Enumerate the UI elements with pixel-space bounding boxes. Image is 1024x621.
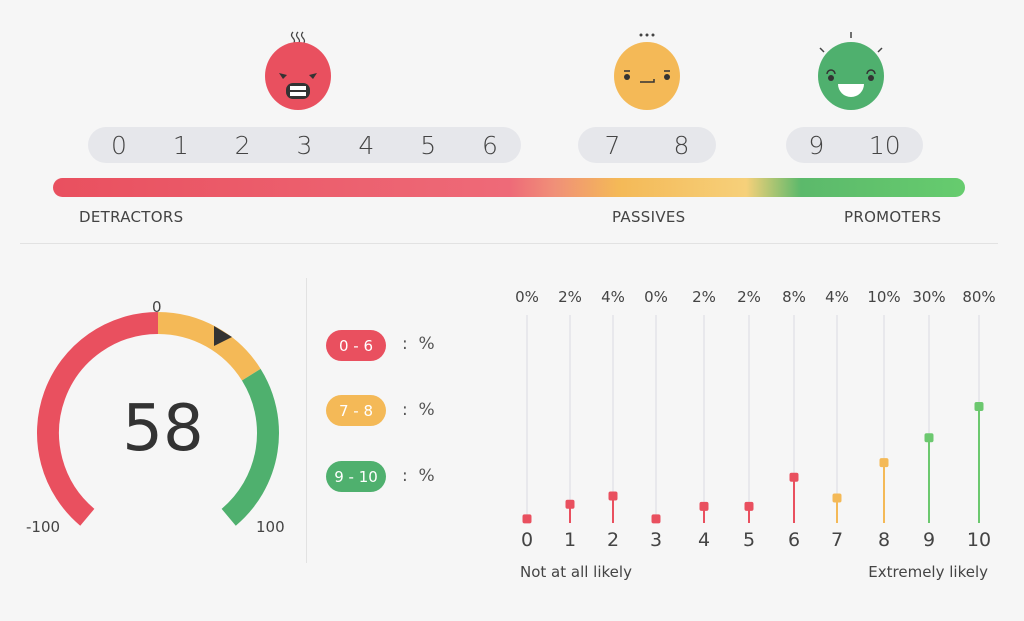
marker-0 — [522, 514, 532, 524]
separator: : — [402, 334, 408, 354]
marker-4 — [699, 501, 709, 511]
gauge-pointer-icon — [214, 326, 232, 346]
score-10: 10 — [868, 130, 901, 160]
value-label-5: 2% — [737, 288, 761, 306]
gauge-detractor-arc — [37, 312, 159, 526]
value-label-4: 2% — [692, 288, 716, 306]
score-3: 3 — [296, 130, 313, 160]
value-label-9: 30% — [912, 288, 945, 306]
marker-5 — [744, 501, 754, 511]
gauge-promoter-arc — [221, 368, 279, 526]
nps-gauge — [37, 312, 279, 526]
x-tick-2: 2 — [607, 529, 619, 551]
legend-detractors: 0 - 6 — [326, 330, 386, 361]
happy-face-icon — [818, 32, 884, 110]
legend-detractors-value: : % — [402, 334, 435, 354]
separator: : — [402, 400, 408, 420]
score-5: 5 — [420, 130, 437, 160]
x-label-right: Extremely likely — [868, 563, 988, 581]
nps-gradient-bar — [53, 178, 965, 197]
nps-score: 58 — [122, 392, 204, 466]
marker-1 — [565, 499, 575, 509]
angry-face-icon — [265, 31, 331, 110]
x-tick-10: 10 — [967, 529, 991, 551]
marker-6 — [789, 472, 799, 482]
promoters-label: PROMOTERS — [844, 208, 942, 226]
divider — [20, 243, 998, 244]
gauge-min-label: -100 — [26, 518, 61, 536]
x-tick-4: 4 — [698, 529, 710, 551]
value-label-7: 4% — [825, 288, 849, 306]
x-tick-0: 0 — [521, 529, 533, 551]
score-9: 9 — [808, 130, 825, 160]
detractors-label: DETRACTORS — [79, 208, 184, 226]
detractor-scale: 0 1 2 3 4 5 6 — [88, 127, 521, 163]
promoter-scale: 9 10 — [786, 127, 923, 163]
value-label-3: 0% — [644, 288, 668, 306]
legend-promoters-value: : % — [402, 466, 435, 486]
value-label-0: 0% — [515, 288, 539, 306]
score-7: 7 — [604, 130, 621, 160]
marker-3 — [651, 514, 661, 524]
value-label-1: 2% — [558, 288, 582, 306]
x-tick-6: 6 — [788, 529, 800, 551]
x-label-left: Not at all likely — [520, 563, 632, 581]
percent: % — [418, 400, 435, 420]
x-tick-3: 3 — [650, 529, 662, 551]
separator: : — [402, 466, 408, 486]
value-label-2: 4% — [601, 288, 625, 306]
marker-10 — [974, 402, 984, 412]
x-tick-7: 7 — [831, 529, 843, 551]
score-1: 1 — [172, 130, 189, 160]
neutral-face-icon — [614, 33, 680, 110]
x-tick-1: 1 — [564, 529, 576, 551]
x-tick-8: 8 — [878, 529, 890, 551]
gauge-max-label: 100 — [256, 518, 285, 536]
value-label-8: 10% — [867, 288, 900, 306]
marker-7 — [832, 493, 842, 503]
marker-8 — [879, 458, 889, 468]
gauge-passive-arc — [157, 312, 261, 381]
legend-passives-value: : % — [402, 400, 435, 420]
legend-promoters: 9 - 10 — [326, 461, 386, 492]
x-tick-9: 9 — [923, 529, 935, 551]
score-6: 6 — [482, 130, 498, 160]
legend-passives: 7 - 8 — [326, 395, 386, 426]
passives-label: PASSIVES — [612, 208, 686, 226]
marker-9 — [924, 433, 934, 443]
score-distribution-chart: 0% 0 2% 1 4% 2 0% 3 2% 4 2% 5 8% 6 4% 7 10% 8 30% 9 80% 10 Not… — [515, 288, 996, 581]
x-tick-5: 5 — [743, 529, 755, 551]
percent: % — [418, 334, 435, 354]
score-2: 2 — [234, 130, 251, 160]
score-0: 0 — [110, 130, 127, 160]
value-label-10: 80% — [962, 288, 995, 306]
score-4: 4 — [358, 130, 375, 160]
value-label-6: 8% — [782, 288, 806, 306]
score-8: 8 — [673, 130, 690, 160]
gauge-mid-label: 0 — [152, 298, 162, 316]
marker-2 — [608, 491, 618, 501]
divider — [306, 278, 307, 563]
percent: % — [418, 466, 435, 486]
